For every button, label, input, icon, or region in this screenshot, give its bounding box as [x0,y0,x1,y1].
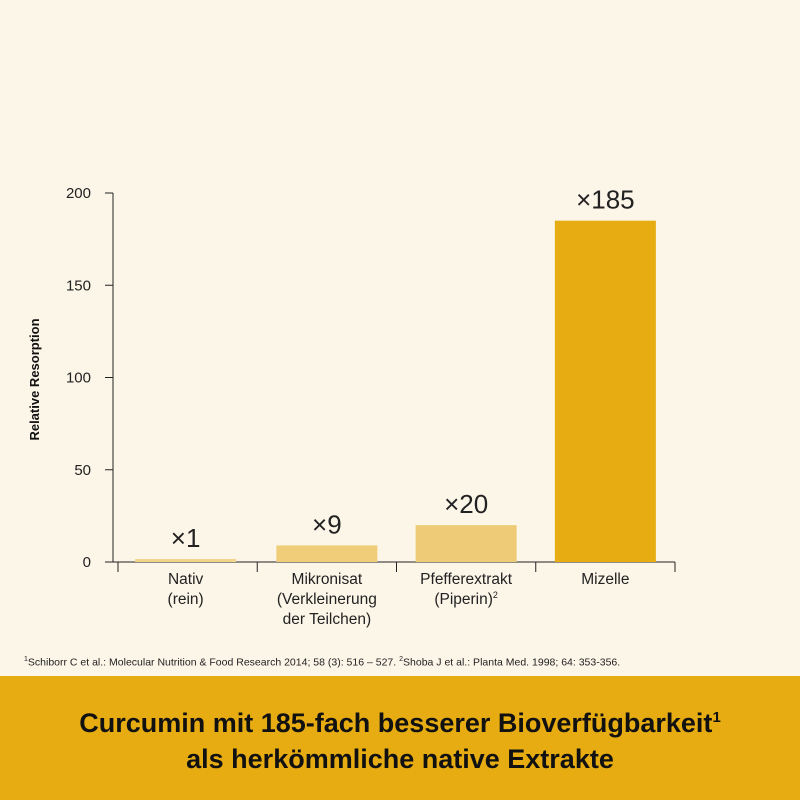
data-label: ×20 [444,489,488,519]
footnote-ref-2: Shoba J et al.: Planta Med. 1998; 64: 35… [403,656,621,669]
footnote-ref-1: Schiborr C et al.: Molecular Nutrition &… [27,656,400,669]
x-tick-label: Pfefferextrakt [420,571,513,588]
x-tick-label: (rein) [168,591,204,608]
bar [276,545,378,562]
x-tick-label-sup: 2 [493,590,498,600]
x-tick-label: Mizelle [581,571,629,588]
footnote: 1Schiborr C et al.: Molecular Nutrition … [24,656,620,669]
y-tick-label: 200 [66,185,91,202]
headline-line-1: Curcumin mit 185-fach besserer Bioverfüg… [79,700,721,741]
y-axis-title: Relative Resorption [27,318,42,440]
x-tick-label: Mikronisat [292,571,363,588]
data-label: ×9 [312,509,342,539]
bar [415,525,517,562]
bar [135,559,237,562]
bar [554,220,656,563]
x-tick-label: (Piperin)2 [434,590,498,608]
x-tick-label: Nativ [168,571,204,588]
headline-sup: 1 [712,708,721,726]
y-tick-label: 50 [74,462,91,479]
data-label: ×185 [576,185,635,215]
headline-line-2: als herkömmliche native Extrakte [186,743,614,774]
y-tick-label: 150 [66,277,91,294]
y-tick-label: 100 [66,370,91,387]
headline-text-1: Curcumin mit 185-fach besserer Bioverfüg… [79,707,713,738]
headline-banner: Curcumin mit 185-fach besserer Bioverfüg… [0,676,800,800]
bar-chart: 0 50 100 150 200 Relative Resorption ×1 Nativ (r… [27,185,676,628]
data-label: ×1 [171,523,201,553]
x-tick-label: der Teilchen) [283,611,371,628]
footnote-sup-2: 2 [399,656,404,663]
x-tick-label: (Verkleinerung [277,591,377,608]
y-tick-label: 0 [83,554,91,571]
footnote-sup-1: 1 [24,656,28,663]
